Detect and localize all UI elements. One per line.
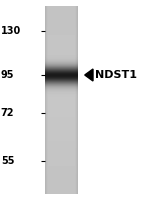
Text: 130: 130 [1, 26, 21, 36]
Polygon shape [85, 69, 93, 81]
Text: 55: 55 [1, 156, 14, 166]
Text: NDST1: NDST1 [95, 70, 137, 80]
Text: 72: 72 [1, 108, 14, 118]
Text: 95: 95 [1, 70, 14, 80]
